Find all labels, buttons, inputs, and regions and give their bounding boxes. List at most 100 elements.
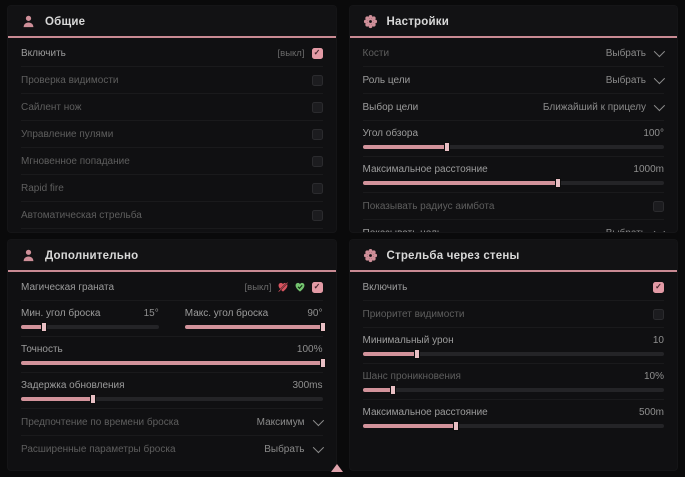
target-role-dropdown[interactable]: Выбрать xyxy=(606,72,666,86)
dropdown-value: Выбрать xyxy=(264,443,305,455)
row-label: Максимальное расстояние xyxy=(362,164,488,175)
row-label: Задержка обновления xyxy=(21,380,125,391)
row-label: Угол обзора xyxy=(362,128,419,139)
row-label: Автоматическая стрельба xyxy=(21,209,142,221)
checkbox[interactable] xyxy=(311,155,323,167)
checkbox[interactable] xyxy=(311,128,323,140)
slider-knob[interactable] xyxy=(41,322,48,332)
row-min-angle: Мин. угол броска 15° xyxy=(21,301,159,336)
panel-walls-header: Стрельба через стены xyxy=(349,240,677,272)
row-walls-max-distance: Максимальное расстояние 500m xyxy=(362,400,664,435)
row-max-angle: Макс. угол броска 90° xyxy=(184,301,326,336)
slider-knob[interactable] xyxy=(389,385,396,395)
row-fov: Угол обзора 100° xyxy=(362,121,664,157)
dropdown-value: Выбрать xyxy=(605,47,646,59)
row-bones: Кости Выбрать xyxy=(362,40,666,67)
row-throw-time: Предпочтение по времени броска Максимум xyxy=(21,409,324,436)
chevron-down-icon xyxy=(653,99,666,112)
panel-walls: Стрельба через стены Включить Приоритет … xyxy=(349,240,677,470)
checkbox[interactable] xyxy=(311,281,323,293)
row-target-role: Роль цели Выбрать xyxy=(362,67,666,94)
slider-value: 90° xyxy=(307,308,323,319)
person-icon xyxy=(21,248,36,263)
slider-value: 10 xyxy=(652,335,664,346)
menu-grid: Общие Включить [выкл] Проверка видимости… xyxy=(8,6,677,470)
checkbox[interactable] xyxy=(653,281,664,293)
row-rapid-fire: Rapid fire xyxy=(21,175,323,202)
slider-value: 10% xyxy=(643,371,664,382)
row-instant-hit: Мгновенное попадание xyxy=(21,148,323,175)
slider-value: 1000m xyxy=(633,164,664,175)
chevron-down-icon xyxy=(653,45,666,58)
row-label: Кости xyxy=(362,47,390,59)
row-label: Максимальное расстояние xyxy=(362,407,488,418)
heart-on-icon[interactable] xyxy=(294,281,306,293)
chevron-down-icon xyxy=(653,225,666,232)
advanced-throw-dropdown[interactable]: Выбрать xyxy=(264,441,324,455)
update-delay-slider[interactable] xyxy=(21,394,323,404)
slider-value: 100% xyxy=(296,344,323,355)
row-show-target: Показывать цель Выбрать xyxy=(363,220,666,232)
row-label: Шанс проникновения xyxy=(362,371,461,382)
checkbox[interactable] xyxy=(311,182,323,194)
checkbox[interactable] xyxy=(311,74,323,86)
checkbox[interactable] xyxy=(311,101,323,113)
min-damage-slider[interactable] xyxy=(362,349,664,359)
slider-knob[interactable] xyxy=(90,394,97,404)
slider-value: 500m xyxy=(638,407,664,418)
row-label: Макс. угол броска xyxy=(184,308,269,319)
throw-time-dropdown[interactable]: Максимум xyxy=(256,414,324,428)
slider-value: 15° xyxy=(143,308,159,319)
row-target-select: Выбор цели Ближайший к прицелу xyxy=(362,94,666,121)
chevron-down-icon xyxy=(312,414,324,427)
checkbox[interactable] xyxy=(311,47,323,59)
checkbox[interactable] xyxy=(653,308,664,320)
row-enable: Включить [выкл] xyxy=(21,40,323,67)
dropdown-value: Максимум xyxy=(256,416,305,428)
row-update-delay: Задержка обновления 300ms xyxy=(21,373,323,409)
target-select-dropdown[interactable]: Ближайший к прицелу xyxy=(542,99,666,113)
row-label: Расширенные параметры броска xyxy=(21,443,176,455)
penetration-slider[interactable] xyxy=(362,385,664,395)
row-label: Показывать радиус аимбота xyxy=(362,200,495,212)
gear-icon xyxy=(363,248,378,263)
slider-knob[interactable] xyxy=(555,178,562,188)
panel-title: Общие xyxy=(45,15,86,28)
max-angle-slider[interactable] xyxy=(184,322,326,332)
max-distance-slider[interactable] xyxy=(362,178,664,188)
bones-dropdown[interactable]: Выбрать xyxy=(605,45,666,59)
checkbox[interactable] xyxy=(311,209,323,221)
slider-knob[interactable] xyxy=(319,358,326,368)
checkbox[interactable] xyxy=(653,200,664,212)
panel-general-header: Общие xyxy=(8,6,336,38)
row-label: Мгновенное попадание xyxy=(21,155,130,167)
row-target-lock: Захват цели xyxy=(21,229,323,232)
dropdown-value: Ближайший к прицелу xyxy=(542,101,646,113)
panel-settings: Настройки Кости Выбрать Роль цели Выбрат… xyxy=(349,6,677,232)
panel-settings-header: Настройки xyxy=(349,6,677,38)
show-target-dropdown[interactable]: Выбрать xyxy=(606,225,666,232)
keybind-tag[interactable]: [выкл] xyxy=(277,47,305,59)
accuracy-slider[interactable] xyxy=(21,358,326,368)
scroll-indicator-icon xyxy=(331,464,343,472)
row-label: Роль цели xyxy=(362,74,411,86)
walls-max-distance-slider[interactable] xyxy=(362,421,664,431)
slider-knob[interactable] xyxy=(319,322,326,332)
panel-title: Настройки xyxy=(386,15,449,28)
panel-title: Дополнительно xyxy=(45,249,139,262)
min-angle-slider[interactable] xyxy=(21,322,159,332)
row-label: Сайлент нож xyxy=(21,101,82,113)
row-label: Приоритет видимости xyxy=(362,308,465,320)
panel-additional-header: Дополнительно xyxy=(8,240,336,272)
fov-slider[interactable] xyxy=(362,142,664,152)
row-label: Включить xyxy=(21,47,66,59)
slider-knob[interactable] xyxy=(413,349,420,359)
row-label: Проверка видимости xyxy=(21,74,119,86)
row-label: Точность xyxy=(21,344,63,355)
heart-off-icon[interactable] xyxy=(277,281,289,293)
slider-knob[interactable] xyxy=(452,421,459,431)
row-label: Минимальный урон xyxy=(362,335,454,346)
person-icon xyxy=(21,14,36,29)
slider-knob[interactable] xyxy=(443,142,450,152)
keybind-tag[interactable]: [выкл] xyxy=(244,281,272,293)
